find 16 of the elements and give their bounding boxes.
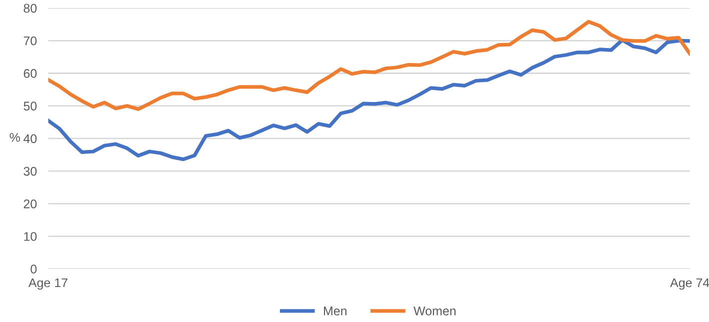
y-tick-label: 10 xyxy=(24,232,37,241)
x-tick-label: Age 17 xyxy=(28,278,68,290)
line-series xyxy=(48,20,690,111)
y-tick-label: 70 xyxy=(24,36,37,46)
y-tick-label: 60 xyxy=(24,69,37,78)
y-tick-label: 30 xyxy=(24,166,37,176)
y-tick-label: 20 xyxy=(24,199,37,208)
y-tick-label: 40 xyxy=(23,134,37,144)
y-tick-label: 80 xyxy=(24,4,37,13)
y-tick-label: 50 xyxy=(24,102,37,111)
x-tick-label: Age 74 xyxy=(670,278,709,290)
legend-label: Men xyxy=(324,306,346,316)
legend-label: Women xyxy=(414,306,456,316)
y-axis-title: % xyxy=(10,133,20,142)
line-series xyxy=(48,38,690,162)
y-tick-label: 0 xyxy=(30,264,37,274)
